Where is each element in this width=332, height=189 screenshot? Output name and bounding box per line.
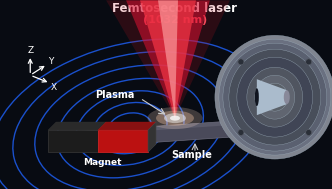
Ellipse shape xyxy=(247,67,303,127)
Text: S: S xyxy=(69,136,77,146)
Bar xyxy=(0,0,116,189)
Text: Femtosecond laser: Femtosecond laser xyxy=(113,2,237,15)
Ellipse shape xyxy=(164,113,186,123)
Polygon shape xyxy=(70,120,260,147)
Ellipse shape xyxy=(262,83,288,111)
Bar xyxy=(0,0,125,189)
Ellipse shape xyxy=(238,59,244,65)
Bar xyxy=(0,0,137,189)
Bar xyxy=(0,0,155,189)
Ellipse shape xyxy=(156,111,194,126)
Ellipse shape xyxy=(255,75,295,119)
Bar xyxy=(0,0,110,189)
Bar xyxy=(0,0,158,189)
Polygon shape xyxy=(140,0,196,118)
Bar xyxy=(0,0,167,189)
Polygon shape xyxy=(148,122,156,152)
Bar xyxy=(0,0,143,189)
Bar xyxy=(0,0,131,189)
Bar xyxy=(0,0,104,189)
Bar xyxy=(0,0,140,189)
Text: Z: Z xyxy=(27,46,33,55)
Bar xyxy=(0,0,122,189)
Bar xyxy=(0,0,188,189)
Ellipse shape xyxy=(238,129,244,136)
Bar xyxy=(0,0,83,189)
Text: Sample: Sample xyxy=(172,150,212,160)
Text: N: N xyxy=(119,136,128,146)
Text: Plasma: Plasma xyxy=(95,90,135,100)
Ellipse shape xyxy=(170,116,180,121)
Ellipse shape xyxy=(219,39,331,155)
Bar xyxy=(0,0,92,189)
Polygon shape xyxy=(98,130,148,152)
Bar xyxy=(0,0,176,189)
Ellipse shape xyxy=(306,59,312,65)
Ellipse shape xyxy=(255,88,259,106)
Bar xyxy=(0,0,98,189)
Bar xyxy=(0,0,152,189)
Ellipse shape xyxy=(215,35,332,159)
Text: MS orifice: MS orifice xyxy=(248,105,303,115)
Bar xyxy=(0,0,119,189)
Polygon shape xyxy=(158,0,178,118)
Polygon shape xyxy=(126,0,210,118)
Ellipse shape xyxy=(268,89,282,105)
Bar xyxy=(0,0,95,189)
Bar xyxy=(0,0,89,189)
Text: Y: Y xyxy=(48,57,54,66)
Polygon shape xyxy=(257,79,287,115)
Polygon shape xyxy=(48,130,98,152)
Bar xyxy=(0,0,170,189)
Bar xyxy=(0,0,128,189)
Text: Magnet: Magnet xyxy=(83,158,122,167)
Ellipse shape xyxy=(147,107,203,129)
Bar xyxy=(0,0,161,189)
Ellipse shape xyxy=(223,43,327,151)
Bar xyxy=(0,0,194,189)
Bar xyxy=(0,0,191,189)
Text: X: X xyxy=(51,83,57,92)
Polygon shape xyxy=(106,0,230,118)
Ellipse shape xyxy=(306,129,312,136)
Bar xyxy=(0,0,164,189)
Polygon shape xyxy=(48,122,106,130)
Ellipse shape xyxy=(284,90,290,104)
Bar xyxy=(0,0,173,189)
Polygon shape xyxy=(70,120,245,136)
Text: (1032 nm): (1032 nm) xyxy=(143,15,207,25)
Bar xyxy=(0,0,134,189)
Ellipse shape xyxy=(237,57,313,137)
Bar xyxy=(0,0,182,189)
Bar xyxy=(0,0,200,189)
Bar xyxy=(0,0,101,189)
Bar xyxy=(0,0,197,189)
Bar xyxy=(0,0,107,189)
Polygon shape xyxy=(98,122,156,130)
Bar xyxy=(0,0,113,189)
Bar xyxy=(0,0,149,189)
Bar xyxy=(0,0,86,189)
Bar xyxy=(0,0,146,189)
Bar xyxy=(0,0,179,189)
Bar xyxy=(0,0,185,189)
Ellipse shape xyxy=(229,49,321,145)
